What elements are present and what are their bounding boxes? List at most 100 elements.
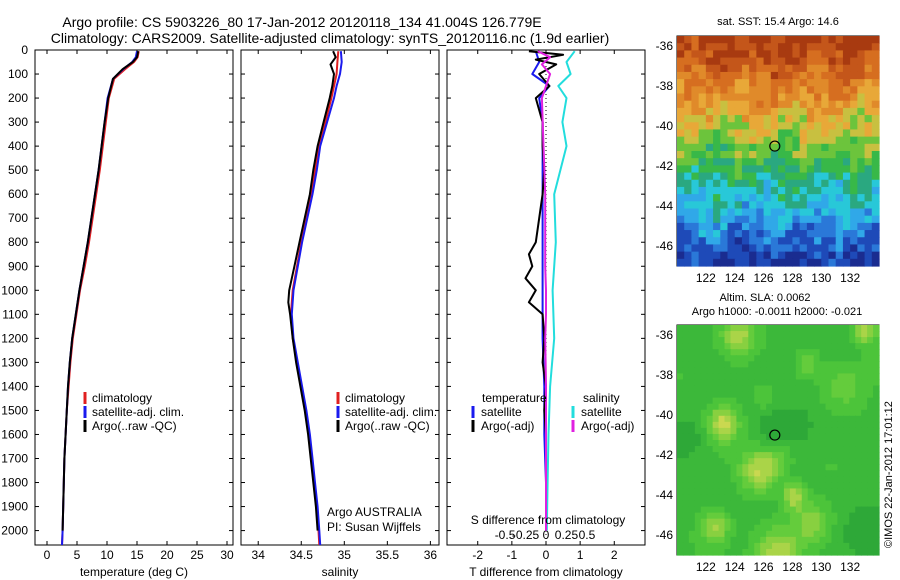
sla-cell — [831, 409, 839, 417]
sla-cell — [700, 427, 708, 435]
sla-cell — [688, 446, 696, 453]
sst-cell — [871, 215, 880, 224]
sla-cell — [688, 500, 696, 508]
sst-cell — [864, 50, 873, 59]
sla-cell — [736, 500, 743, 508]
sst-cell — [828, 251, 837, 260]
sst-cell — [778, 36, 786, 44]
sst-cell — [684, 158, 693, 166]
sst-cell — [814, 107, 822, 116]
sst-cell — [770, 237, 779, 246]
sst-cell — [677, 143, 685, 152]
sla-cell — [742, 470, 749, 477]
sla-cell — [873, 373, 880, 381]
sla-cell — [766, 440, 773, 447]
sst-cell — [806, 129, 815, 138]
sst-cell — [756, 129, 765, 138]
sla-cell — [742, 391, 749, 399]
sst-cell — [842, 115, 851, 123]
sst-cell — [756, 222, 765, 231]
sst-cell — [770, 57, 779, 66]
sst-cell — [763, 107, 772, 116]
sst-cell — [871, 143, 880, 152]
sla-cell — [867, 391, 874, 399]
sla-cell — [873, 512, 880, 520]
depth-tick-label: 1300 — [1, 355, 28, 369]
sla-cell — [688, 385, 696, 393]
sla-cell — [688, 464, 696, 471]
sst-cell — [763, 79, 772, 87]
difference-legend-salinity: salinity satellite Argo(-adj) — [571, 391, 634, 433]
sst-cell — [720, 151, 729, 159]
sla-cell — [778, 452, 785, 459]
sla-cell — [837, 379, 844, 387]
sst-cell — [864, 36, 873, 44]
sla-cell — [843, 421, 850, 429]
sla-cell — [688, 494, 696, 502]
sla-cell — [688, 433, 696, 441]
sst-cell — [705, 122, 714, 131]
sst-cell — [792, 71, 801, 80]
sst-cell — [734, 179, 743, 188]
sla-cell — [736, 440, 743, 447]
sla-cell — [855, 512, 862, 520]
sla-cell — [801, 337, 809, 344]
sst-cell — [806, 122, 815, 131]
series-layer — [61, 50, 576, 546]
sla-cell — [677, 385, 684, 393]
sla-cell — [801, 397, 809, 405]
sla-cell — [813, 397, 821, 405]
sla-cell — [706, 536, 714, 544]
sla-cell — [724, 427, 732, 435]
sst-cell — [734, 186, 743, 195]
sla-cell — [825, 325, 833, 332]
sla-cell — [706, 530, 714, 538]
sst-cell — [698, 57, 707, 66]
sla-cell — [861, 403, 868, 411]
sst-cell — [814, 186, 822, 195]
sla-cell — [867, 337, 874, 344]
sst-cell — [713, 158, 721, 166]
sla-cell — [867, 409, 874, 417]
sst-cell — [814, 100, 822, 109]
sla-cell — [825, 470, 833, 477]
depth-tick-label: 1500 — [1, 403, 28, 417]
sst-cell — [741, 93, 750, 102]
sla-cell — [724, 337, 732, 344]
sla-cell — [730, 379, 738, 387]
sla-cell — [742, 403, 749, 411]
sst-cell — [799, 107, 808, 116]
sla-cell — [724, 385, 732, 393]
sst-cell — [857, 165, 866, 174]
sla-cell — [867, 506, 874, 514]
sla-cell — [789, 367, 797, 375]
sla-cell — [807, 403, 815, 411]
sla-cell — [694, 385, 702, 393]
sst-cell — [814, 71, 822, 80]
sst-cell — [806, 151, 815, 159]
map-lat-label: -40 — [656, 119, 674, 133]
sla-cell — [801, 458, 809, 465]
sla-cell — [813, 446, 821, 453]
sla-cell — [718, 403, 726, 411]
sla-cell — [819, 409, 827, 417]
sst-cell — [720, 244, 729, 253]
sla-cell — [712, 524, 720, 532]
sla-cell — [712, 548, 720, 556]
sst-cell — [821, 122, 830, 131]
sla-cell — [700, 367, 708, 375]
sst-cell — [814, 165, 822, 174]
sst-cell — [792, 244, 801, 253]
temperature-tick-label: 15 — [130, 548, 144, 562]
sla-cell — [706, 440, 714, 447]
sla-cell — [873, 409, 880, 417]
sst-cell — [850, 64, 858, 73]
sst-cell — [756, 237, 765, 246]
sst-cell — [756, 71, 765, 80]
sst-cell — [684, 71, 693, 80]
sla-cell — [873, 349, 880, 356]
sst-cell — [864, 201, 873, 210]
sla-cell — [706, 361, 714, 368]
sst-cell — [842, 194, 851, 202]
sst-cell — [756, 258, 765, 267]
